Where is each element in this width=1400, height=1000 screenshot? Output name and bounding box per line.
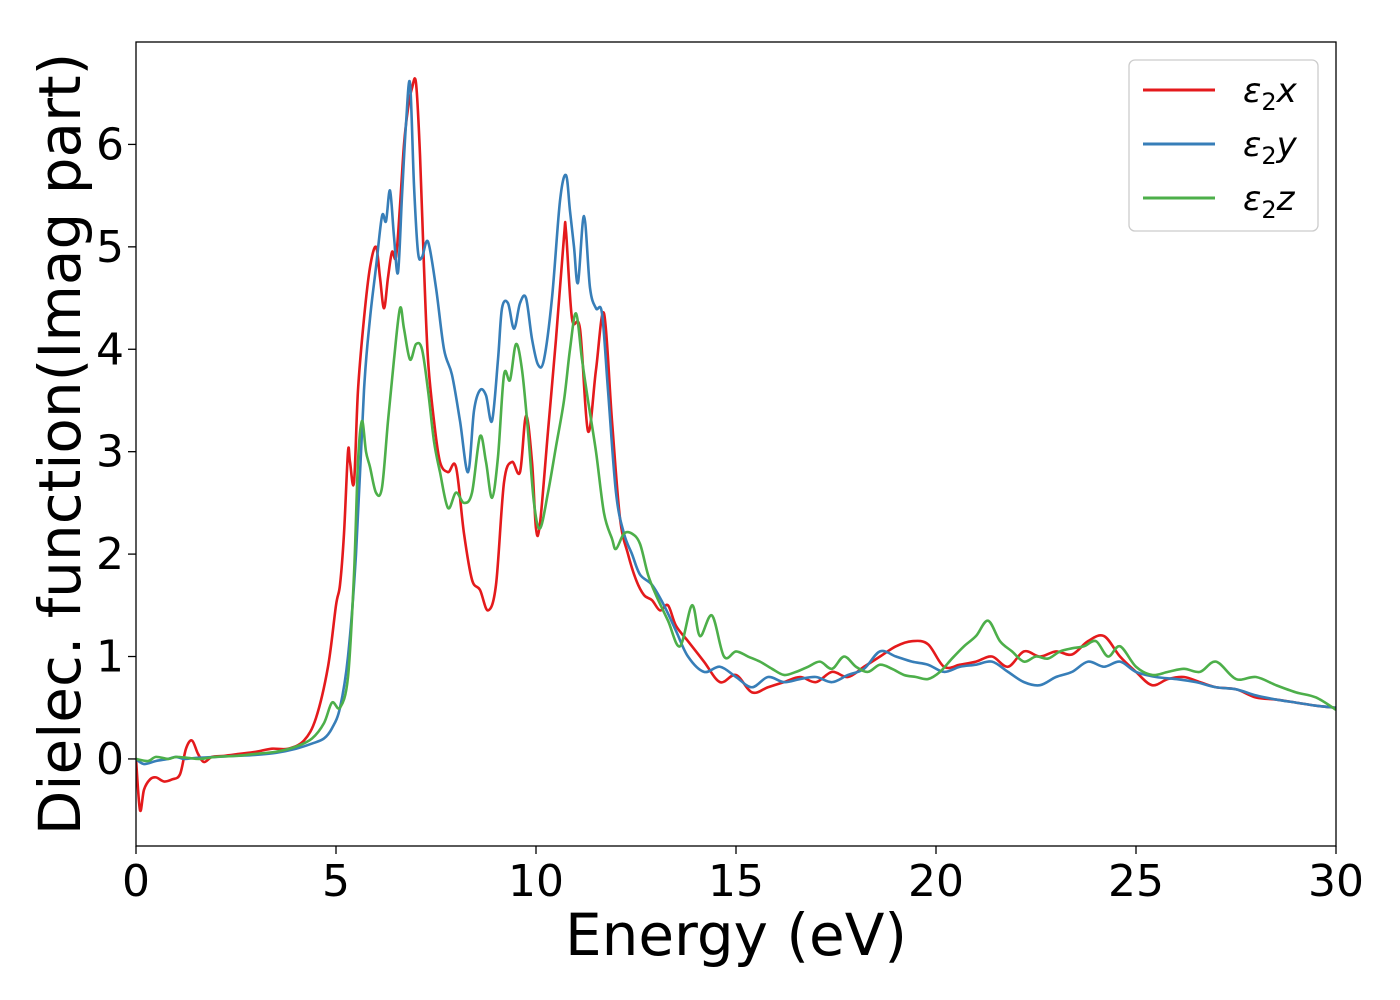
legend-label-subscript: 2 xyxy=(1261,196,1276,224)
legend-label-main: ε xyxy=(1243,125,1261,165)
y-axis-title: Dielec. function(Imag part) xyxy=(26,53,94,836)
x-tick-label: 10 xyxy=(508,856,564,907)
x-tick-label: 0 xyxy=(122,856,150,907)
y-tick-label: 4 xyxy=(96,324,124,375)
legend-label-main: ε xyxy=(1243,179,1261,219)
legend-label-component: y xyxy=(1276,125,1298,165)
y-tick-label: 6 xyxy=(96,119,124,170)
legend-label-y: ε2y xyxy=(1243,125,1298,170)
x-tick-label: 30 xyxy=(1308,856,1364,907)
legend-label-subscript: 2 xyxy=(1261,88,1276,116)
y-tick-label: 0 xyxy=(96,734,124,785)
legend-label-x: ε2x xyxy=(1243,71,1298,116)
series-line-y xyxy=(136,79,1336,766)
legend-box xyxy=(1128,59,1319,232)
x-tick-label: 20 xyxy=(908,856,964,907)
x-tick-label: 25 xyxy=(1108,856,1164,907)
y-tick-label: 5 xyxy=(96,222,124,273)
series-line-z xyxy=(136,306,1336,763)
legend-label-subscript: 2 xyxy=(1261,142,1276,170)
x-tick-label: 5 xyxy=(322,856,350,907)
series-line-x xyxy=(136,77,1336,813)
ticks-layer: 0 5 10 15 20 25 30 0 1 2 3 4 5 6 xyxy=(96,119,1364,907)
x-axis-title: Energy (eV) xyxy=(565,901,907,969)
legend-label-component: z xyxy=(1276,179,1296,219)
y-tick-label: 3 xyxy=(96,427,124,478)
legend-label-component: x xyxy=(1276,71,1298,111)
legend-label-main: ε xyxy=(1243,71,1261,111)
series-layer xyxy=(136,77,1336,813)
x-tick-label: 15 xyxy=(708,856,764,907)
y-tick-label: 1 xyxy=(96,632,124,683)
y-tick-label: 2 xyxy=(96,529,124,580)
legend-label-z: ε2z xyxy=(1243,179,1296,224)
